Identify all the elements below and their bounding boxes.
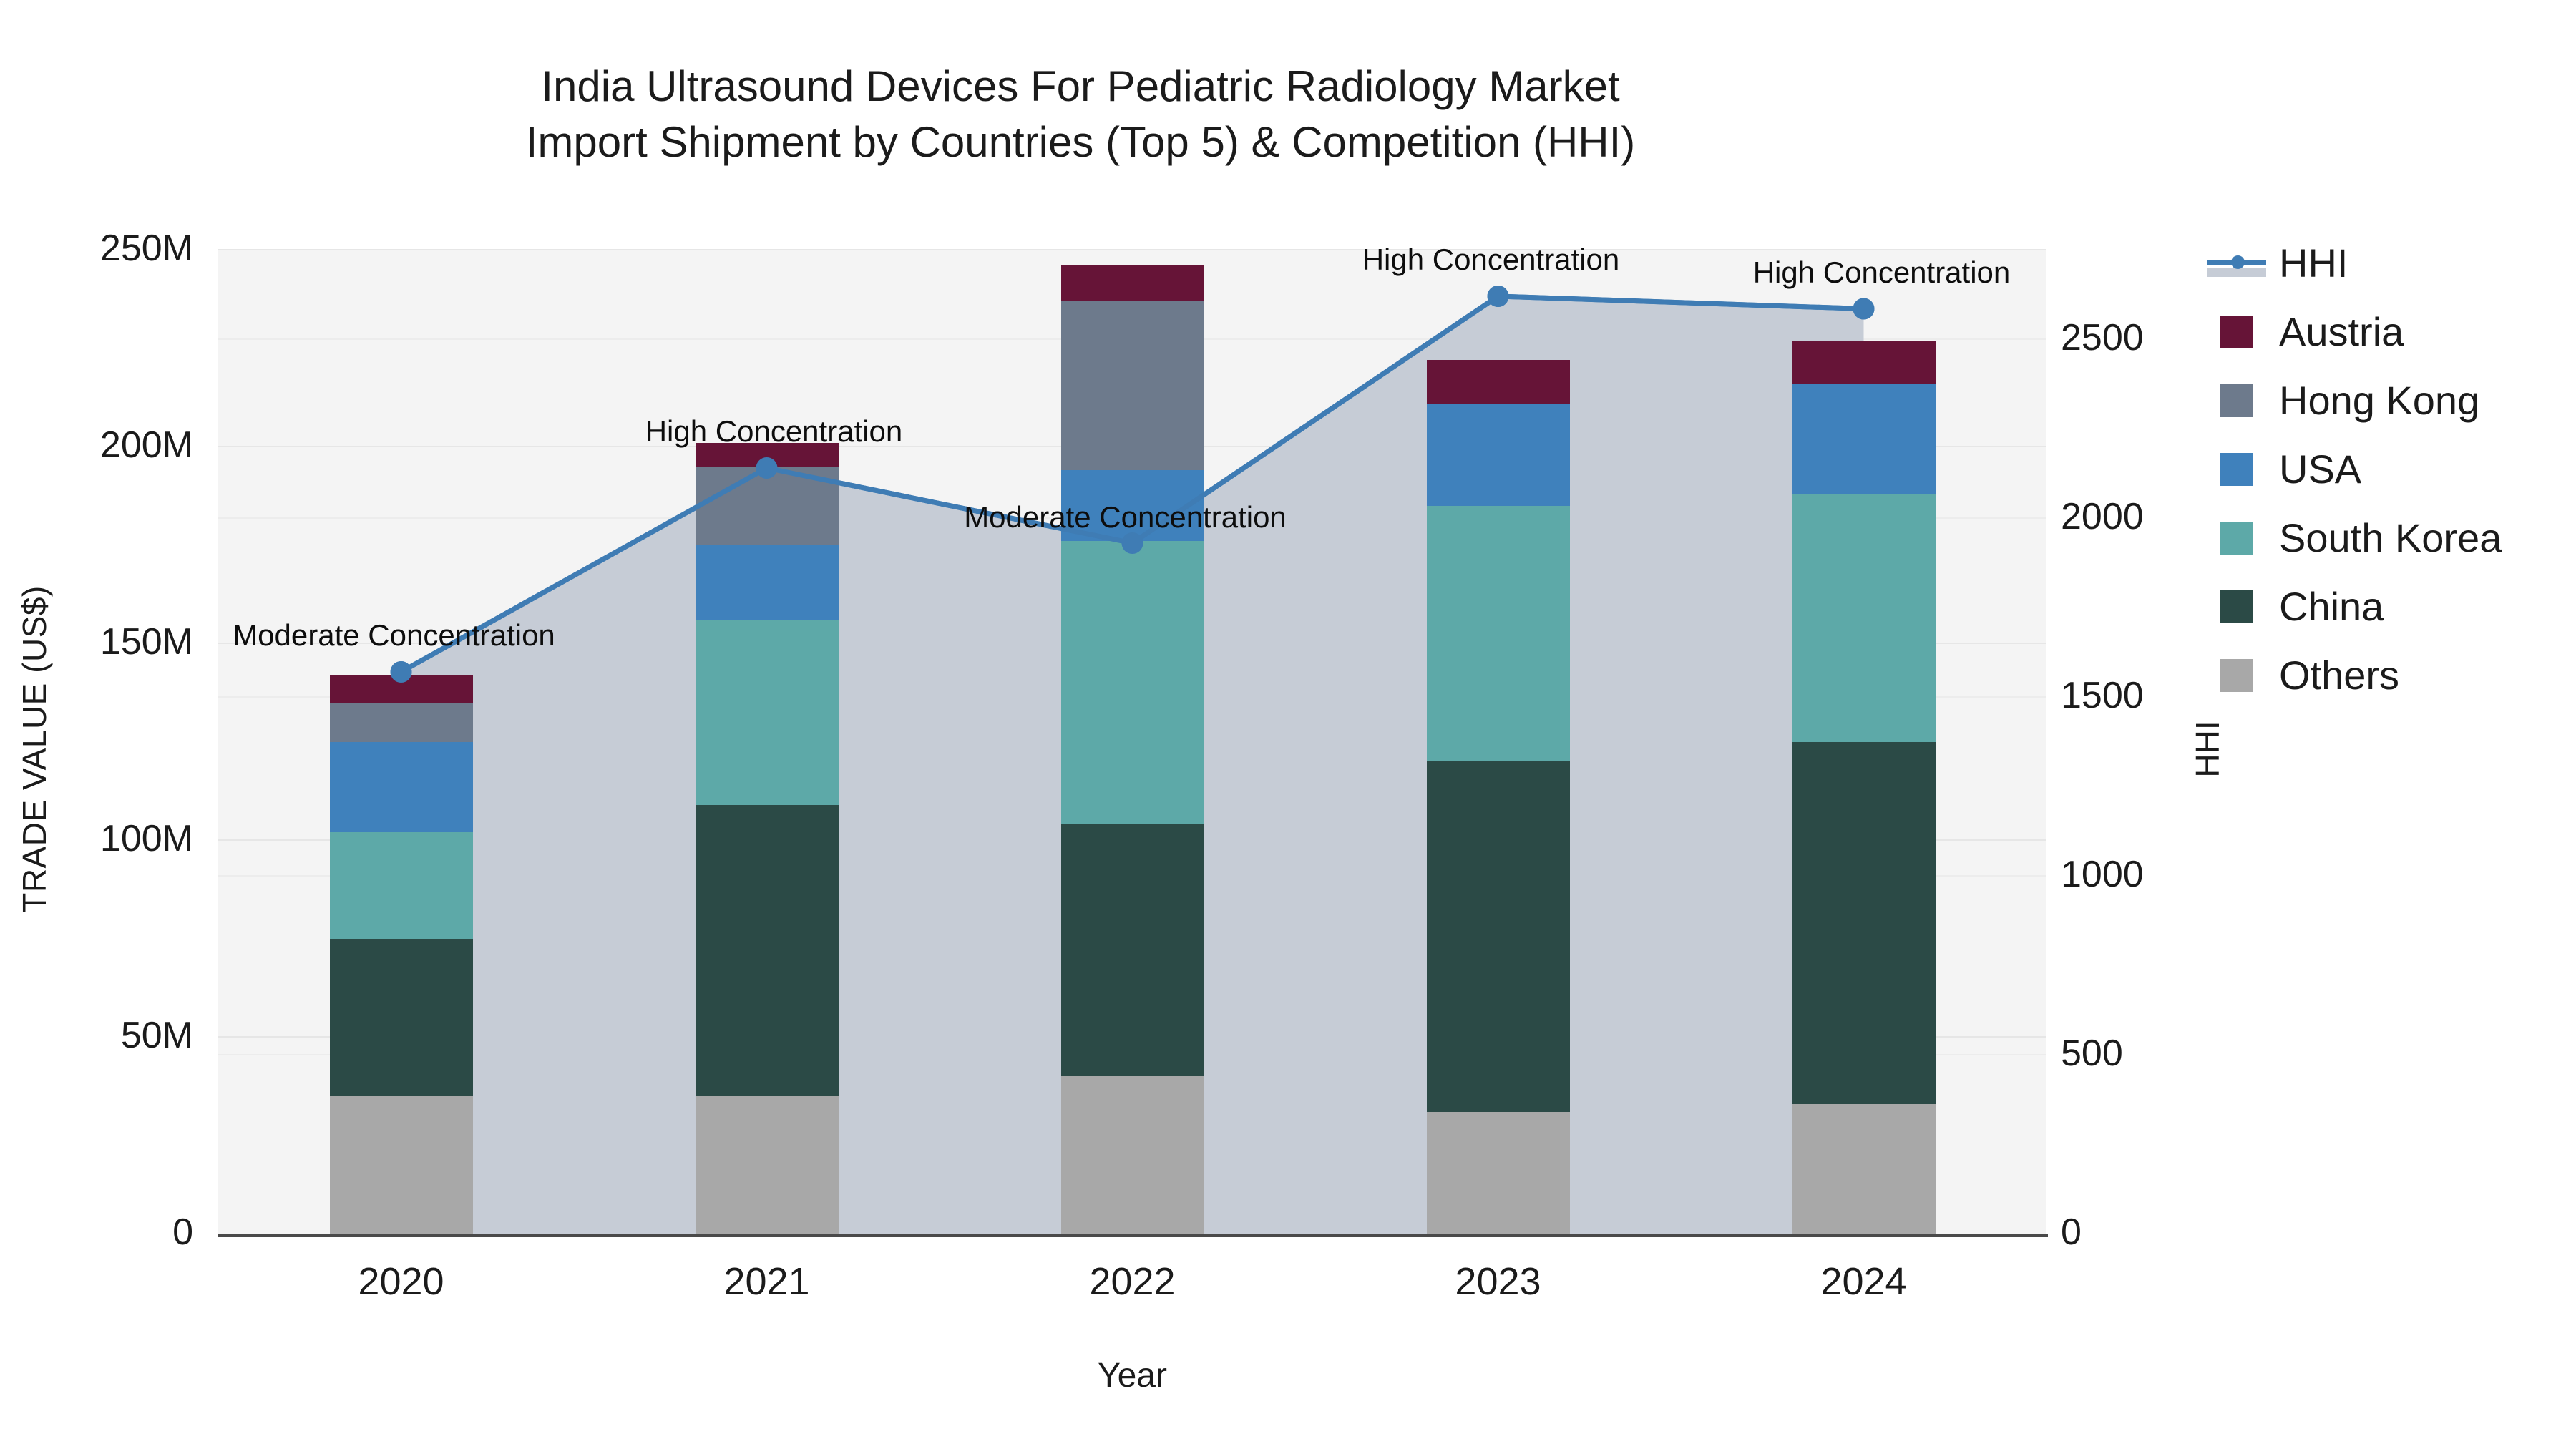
y-tick-right-1500: 1500 <box>2061 675 2144 716</box>
annotation-2021: High Concentration <box>645 414 903 448</box>
chart-title-line-2: Import Shipment by Countries (Top 5) & C… <box>525 118 1636 166</box>
legend-label-south-korea: South Korea <box>2279 515 2502 560</box>
x-tick-2021: 2021 <box>723 1260 810 1303</box>
bar-segment-2022-south-korea[interactable] <box>1060 541 1204 824</box>
bar-segment-2022-others[interactable] <box>1060 1076 1204 1234</box>
gridline-left-5 <box>218 249 2046 250</box>
legend-item-austria[interactable]: Austria <box>2207 298 2565 366</box>
y-tick-left-100M: 100M <box>99 818 193 859</box>
legend-item-china[interactable]: China <box>2207 572 2565 641</box>
legend-label-hong-kong: Hong Kong <box>2279 378 2480 423</box>
bar-segment-2023-south-korea[interactable] <box>1426 505 1570 761</box>
legend-area-band <box>2207 268 2266 277</box>
legend-label-others: Others <box>2279 653 2400 698</box>
x-tick-2020: 2020 <box>358 1260 444 1303</box>
bar-group-2020[interactable] <box>329 250 473 1234</box>
legend-label-austria: Austria <box>2279 309 2404 354</box>
x-axis-title: Year <box>1098 1357 1167 1395</box>
legend-swatch-south-korea <box>2220 522 2253 555</box>
bar-segment-2021-usa[interactable] <box>695 545 839 620</box>
bar-segment-2024-others[interactable] <box>1792 1103 1936 1234</box>
y-tick-left-200M: 200M <box>99 424 193 466</box>
legend-swatch-usa <box>2220 453 2253 486</box>
bar-segment-2022-china[interactable] <box>1060 824 1204 1076</box>
chart-title-line-1: India Ultrasound Devices For Pediatric R… <box>541 62 1620 110</box>
y-tick-right-0: 0 <box>2061 1211 2082 1253</box>
legend-item-hhi[interactable]: HHI <box>2207 229 2565 298</box>
bar-segment-2020-hong-kong[interactable] <box>329 702 473 742</box>
bar-group-2021[interactable] <box>695 250 839 1234</box>
y-tick-left-150M: 150M <box>99 621 193 663</box>
chart-legend: HHI Austria Hong Kong USA South Korea China Ot… <box>2207 229 2565 710</box>
bar-segment-2023-china[interactable] <box>1426 761 1570 1112</box>
legend-item-south-korea[interactable]: South Korea <box>2207 504 2565 572</box>
bar-segment-2024-china[interactable] <box>1792 741 1936 1104</box>
legend-label-china: China <box>2279 584 2384 629</box>
y-tick-left-50M: 50M <box>120 1015 193 1056</box>
bar-segment-2021-others[interactable] <box>695 1096 839 1234</box>
bar-segment-2020-china[interactable] <box>329 938 473 1096</box>
x-tick-2022: 2022 <box>1089 1260 1176 1303</box>
chart-title: India Ultrasound Devices For Pediatric R… <box>0 59 2161 170</box>
bar-segment-2021-south-korea[interactable] <box>695 620 839 805</box>
legend-swatch-hong-kong <box>2220 384 2253 417</box>
legend-swatch-others <box>2220 659 2253 692</box>
bar-group-2023[interactable] <box>1426 250 1570 1234</box>
legend-line-marker-icon <box>2207 247 2266 280</box>
y-tick-right-1000: 1000 <box>2061 854 2144 895</box>
bars-layer <box>218 250 2046 1234</box>
annotation-2024: High Concentration <box>1752 255 2011 289</box>
bar-segment-2022-austria[interactable] <box>1060 265 1204 301</box>
y-axis-left-title: TRADE VALUE (US$) <box>16 585 53 913</box>
x-tick-2023: 2023 <box>1455 1260 1541 1303</box>
legend-item-usa[interactable]: USA <box>2207 435 2565 504</box>
bar-segment-2022-hong-kong[interactable] <box>1060 301 1204 470</box>
x-axis-spine <box>218 1234 2048 1237</box>
legend-item-others[interactable]: Others <box>2207 641 2565 710</box>
bar-segment-2024-austria[interactable] <box>1792 340 1936 384</box>
bar-segment-2023-austria[interactable] <box>1426 360 1570 404</box>
annotation-2023: High Concentration <box>1362 243 1620 276</box>
bar-segment-2020-austria[interactable] <box>329 675 473 703</box>
annotation-2020: Moderate Concentration <box>233 618 555 652</box>
bar-segment-2023-others[interactable] <box>1426 1111 1570 1234</box>
legend-label-hhi: HHI <box>2279 240 2348 286</box>
y-tick-right-2500: 2500 <box>2061 317 2144 358</box>
y-tick-right-500: 500 <box>2061 1033 2123 1074</box>
bar-segment-2021-china[interactable] <box>695 804 839 1096</box>
bar-segment-2024-south-korea[interactable] <box>1792 494 1936 742</box>
bar-segment-2020-south-korea[interactable] <box>329 832 473 939</box>
annotation-2022: Moderate Concentration <box>964 500 1287 534</box>
y-tick-left-0: 0 <box>172 1211 193 1253</box>
bar-group-2024[interactable] <box>1792 250 1936 1234</box>
bar-segment-2021-hong-kong[interactable] <box>695 466 839 545</box>
legend-swatch-austria <box>2220 316 2253 348</box>
bar-segment-2020-usa[interactable] <box>329 741 473 832</box>
bar-segment-2020-others[interactable] <box>329 1096 473 1234</box>
legend-line-dot <box>2231 255 2245 269</box>
legend-label-usa: USA <box>2279 447 2362 492</box>
bar-segment-2024-usa[interactable] <box>1792 384 1936 494</box>
y-tick-left-250M: 250M <box>99 228 193 269</box>
bar-group-2022[interactable] <box>1060 250 1204 1234</box>
bar-segment-2023-usa[interactable] <box>1426 403 1570 506</box>
x-tick-2024: 2024 <box>1820 1260 1907 1303</box>
y-tick-right-2000: 2000 <box>2061 496 2144 537</box>
legend-swatch-china <box>2220 590 2253 623</box>
legend-item-hong-kong[interactable]: Hong Kong <box>2207 366 2565 435</box>
